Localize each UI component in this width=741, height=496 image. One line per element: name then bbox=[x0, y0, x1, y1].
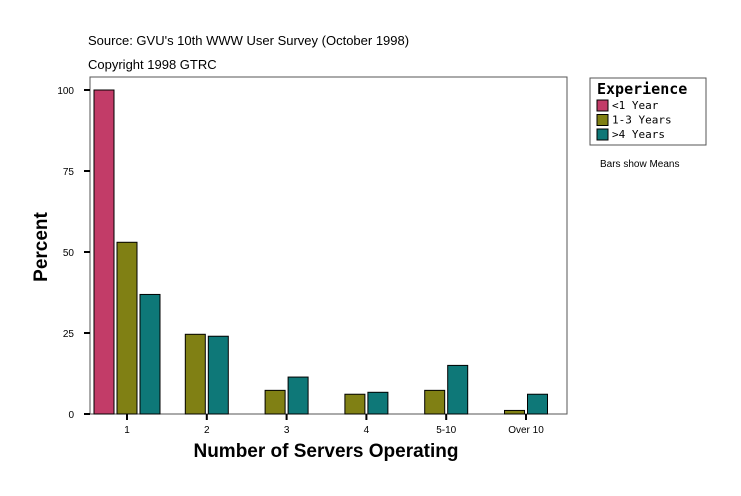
x-tick-label: 2 bbox=[204, 425, 210, 436]
x-axis: 1 2 3 4 5-10 Over 10 bbox=[124, 414, 544, 436]
legend: Experience <1 Year 1-3 Years>4 Years bbox=[589, 77, 707, 146]
y-tick-label: 50 bbox=[63, 248, 75, 259]
bar-over-10-series-2 bbox=[527, 393, 548, 415]
x-tick-label: 5-10 bbox=[436, 425, 456, 436]
legend-label: 1-3 Years bbox=[612, 114, 672, 127]
bar-1-series-2 bbox=[139, 293, 161, 415]
bar-1-series-0 bbox=[93, 89, 115, 415]
y-axis-label: Percent bbox=[31, 211, 52, 281]
bar-5-10-series-1 bbox=[424, 389, 446, 415]
bar-5-10-series-2 bbox=[447, 364, 469, 415]
bar-2-series-1 bbox=[184, 333, 206, 415]
copyright-text: Copyright 1998 GTRC bbox=[88, 57, 217, 72]
source-text: Source: GVU's 10th WWW User Survey (Octo… bbox=[88, 33, 409, 48]
bars-note: Bars show Means bbox=[600, 159, 679, 170]
plot-area bbox=[89, 76, 568, 415]
y-tick-label: 100 bbox=[57, 86, 74, 97]
y-tick-label: 75 bbox=[63, 167, 75, 178]
bar-2-series-2 bbox=[207, 335, 229, 415]
x-tick-label: 4 bbox=[364, 425, 370, 436]
bar-1-series-1 bbox=[116, 241, 138, 415]
x-tick-label: 3 bbox=[284, 425, 290, 436]
bar-4-series-2 bbox=[367, 391, 389, 415]
x-tick-label: 1 bbox=[124, 425, 130, 436]
bar-over-10-series-1 bbox=[504, 409, 525, 415]
y-tick-label: 0 bbox=[68, 410, 74, 421]
y-tick-label: 25 bbox=[63, 329, 75, 340]
y-axis: 0 25 50 75 100 bbox=[57, 86, 90, 421]
legend-label: <1 Year bbox=[612, 99, 659, 112]
legend-swatch bbox=[596, 128, 609, 141]
legend-label: >4 Years bbox=[612, 128, 665, 141]
legend-box bbox=[589, 77, 707, 146]
legend-swatch bbox=[596, 114, 609, 126]
bar-3-series-2 bbox=[287, 376, 309, 415]
x-tick-label: Over 10 bbox=[508, 425, 544, 436]
legend-swatch bbox=[596, 99, 609, 112]
bar-3-series-1 bbox=[264, 389, 286, 415]
legend-title: Experience bbox=[597, 80, 687, 98]
bars bbox=[93, 89, 548, 415]
bar-4-series-1 bbox=[344, 393, 366, 415]
x-axis-label: Number of Servers Operating bbox=[193, 441, 458, 462]
